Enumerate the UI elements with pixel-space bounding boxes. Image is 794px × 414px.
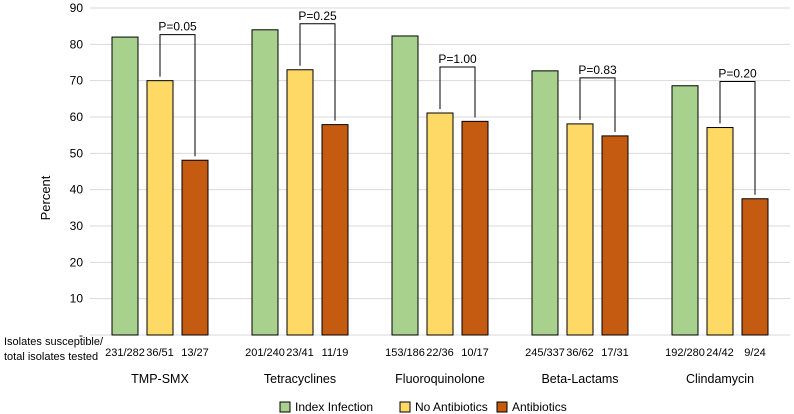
- count-label: 201/240: [245, 347, 285, 359]
- significance-bracket: [579, 77, 616, 132]
- significance-bracket: [439, 66, 476, 118]
- count-label: 24/42: [706, 347, 734, 359]
- legend-label: Index Infection: [295, 400, 373, 414]
- bar-no-antibiotics: [426, 112, 454, 336]
- bar-no-antibiotics: [286, 69, 314, 336]
- significance-bracket: [159, 34, 196, 157]
- y-tick-label: 70: [70, 74, 84, 88]
- bar-antibiotics: [181, 159, 209, 336]
- y-tick-label: 10: [70, 292, 84, 306]
- count-label: 23/41: [286, 347, 314, 359]
- legend-label: No Antibiotics: [415, 400, 488, 414]
- count-label: 10/17: [461, 347, 489, 359]
- significance-bracket: [299, 23, 336, 121]
- legend-swatch: [496, 401, 508, 413]
- category-label: Tetracyclines: [264, 372, 336, 386]
- y-tick-label: 40: [70, 183, 84, 197]
- y-tick-label: 90: [70, 1, 84, 15]
- category-label: Beta-Lactams: [541, 372, 618, 386]
- y-axis-label: Percent: [38, 175, 53, 220]
- legend: Index Infection No Antibiotics Antibiotics: [279, 400, 567, 414]
- legend-swatch: [399, 401, 411, 413]
- category-labels: TMP-SMX Tetracyclines Fluoroquinolone Beta-…: [131, 372, 754, 386]
- y-tick-label: 20: [70, 255, 84, 269]
- bar-antibiotics: [741, 198, 769, 336]
- y-tick-label: 50: [70, 146, 84, 160]
- bar-no-antibiotics: [566, 123, 594, 336]
- category-label: Fluoroquinolone: [395, 372, 485, 386]
- bar-index-infection: [111, 36, 139, 336]
- bar-index-infection: [391, 35, 419, 336]
- count-label: 22/36: [426, 347, 454, 359]
- p-value-label: P=1.00: [438, 52, 477, 66]
- count-labels: 231/282 36/51 13/27 201/240 23/41 11/19 153/18…: [105, 347, 766, 359]
- y-tick-label: 80: [70, 37, 84, 51]
- count-row-label-line1: Isolates susceptible/: [4, 336, 104, 348]
- category-label: Clindamycin: [686, 372, 754, 386]
- bar-no-antibiotics: [706, 127, 734, 336]
- count-label: 9/24: [744, 347, 765, 359]
- count-label: 245/337: [525, 347, 565, 359]
- category-label: TMP-SMX: [131, 372, 189, 386]
- count-row-label-line2: total isolates tested: [4, 351, 98, 363]
- count-label: 13/27: [181, 347, 209, 359]
- p-value-label: P=0.20: [718, 67, 757, 81]
- bar-index-infection: [671, 85, 699, 336]
- count-label: 153/186: [385, 347, 425, 359]
- bar-index-infection: [251, 29, 279, 336]
- bar-antibiotics: [601, 135, 629, 336]
- bar-antibiotics: [321, 124, 349, 336]
- bar-index-infection: [531, 70, 559, 336]
- legend-label: Antibiotics: [512, 400, 567, 414]
- bar-no-antibiotics: [146, 80, 174, 336]
- significance-bracket: [719, 81, 756, 195]
- y-tick-label: 60: [70, 110, 84, 124]
- bars: [111, 29, 769, 336]
- p-value-label: P=0.25: [298, 9, 337, 23]
- legend-swatch: [279, 401, 291, 413]
- p-value-label: P=0.83: [578, 63, 617, 77]
- y-axis-ticks: - 10 20 30 40 50 60 70 80 90: [70, 1, 84, 342]
- count-label: 231/282: [105, 347, 145, 359]
- significance-brackets: P=0.05 P=0.25 P=1.00 P=0.83 P=0.20: [158, 9, 757, 195]
- y-tick-label: 30: [70, 219, 84, 233]
- count-label: 192/280: [665, 347, 705, 359]
- count-label: 36/62: [566, 347, 594, 359]
- count-label: 11/19: [322, 347, 349, 359]
- bar-antibiotics: [461, 120, 489, 336]
- y-tick-label: -: [79, 328, 83, 342]
- count-label: 36/51: [146, 347, 174, 359]
- count-label: 17/31: [601, 347, 629, 359]
- p-value-label: P=0.05: [158, 20, 197, 34]
